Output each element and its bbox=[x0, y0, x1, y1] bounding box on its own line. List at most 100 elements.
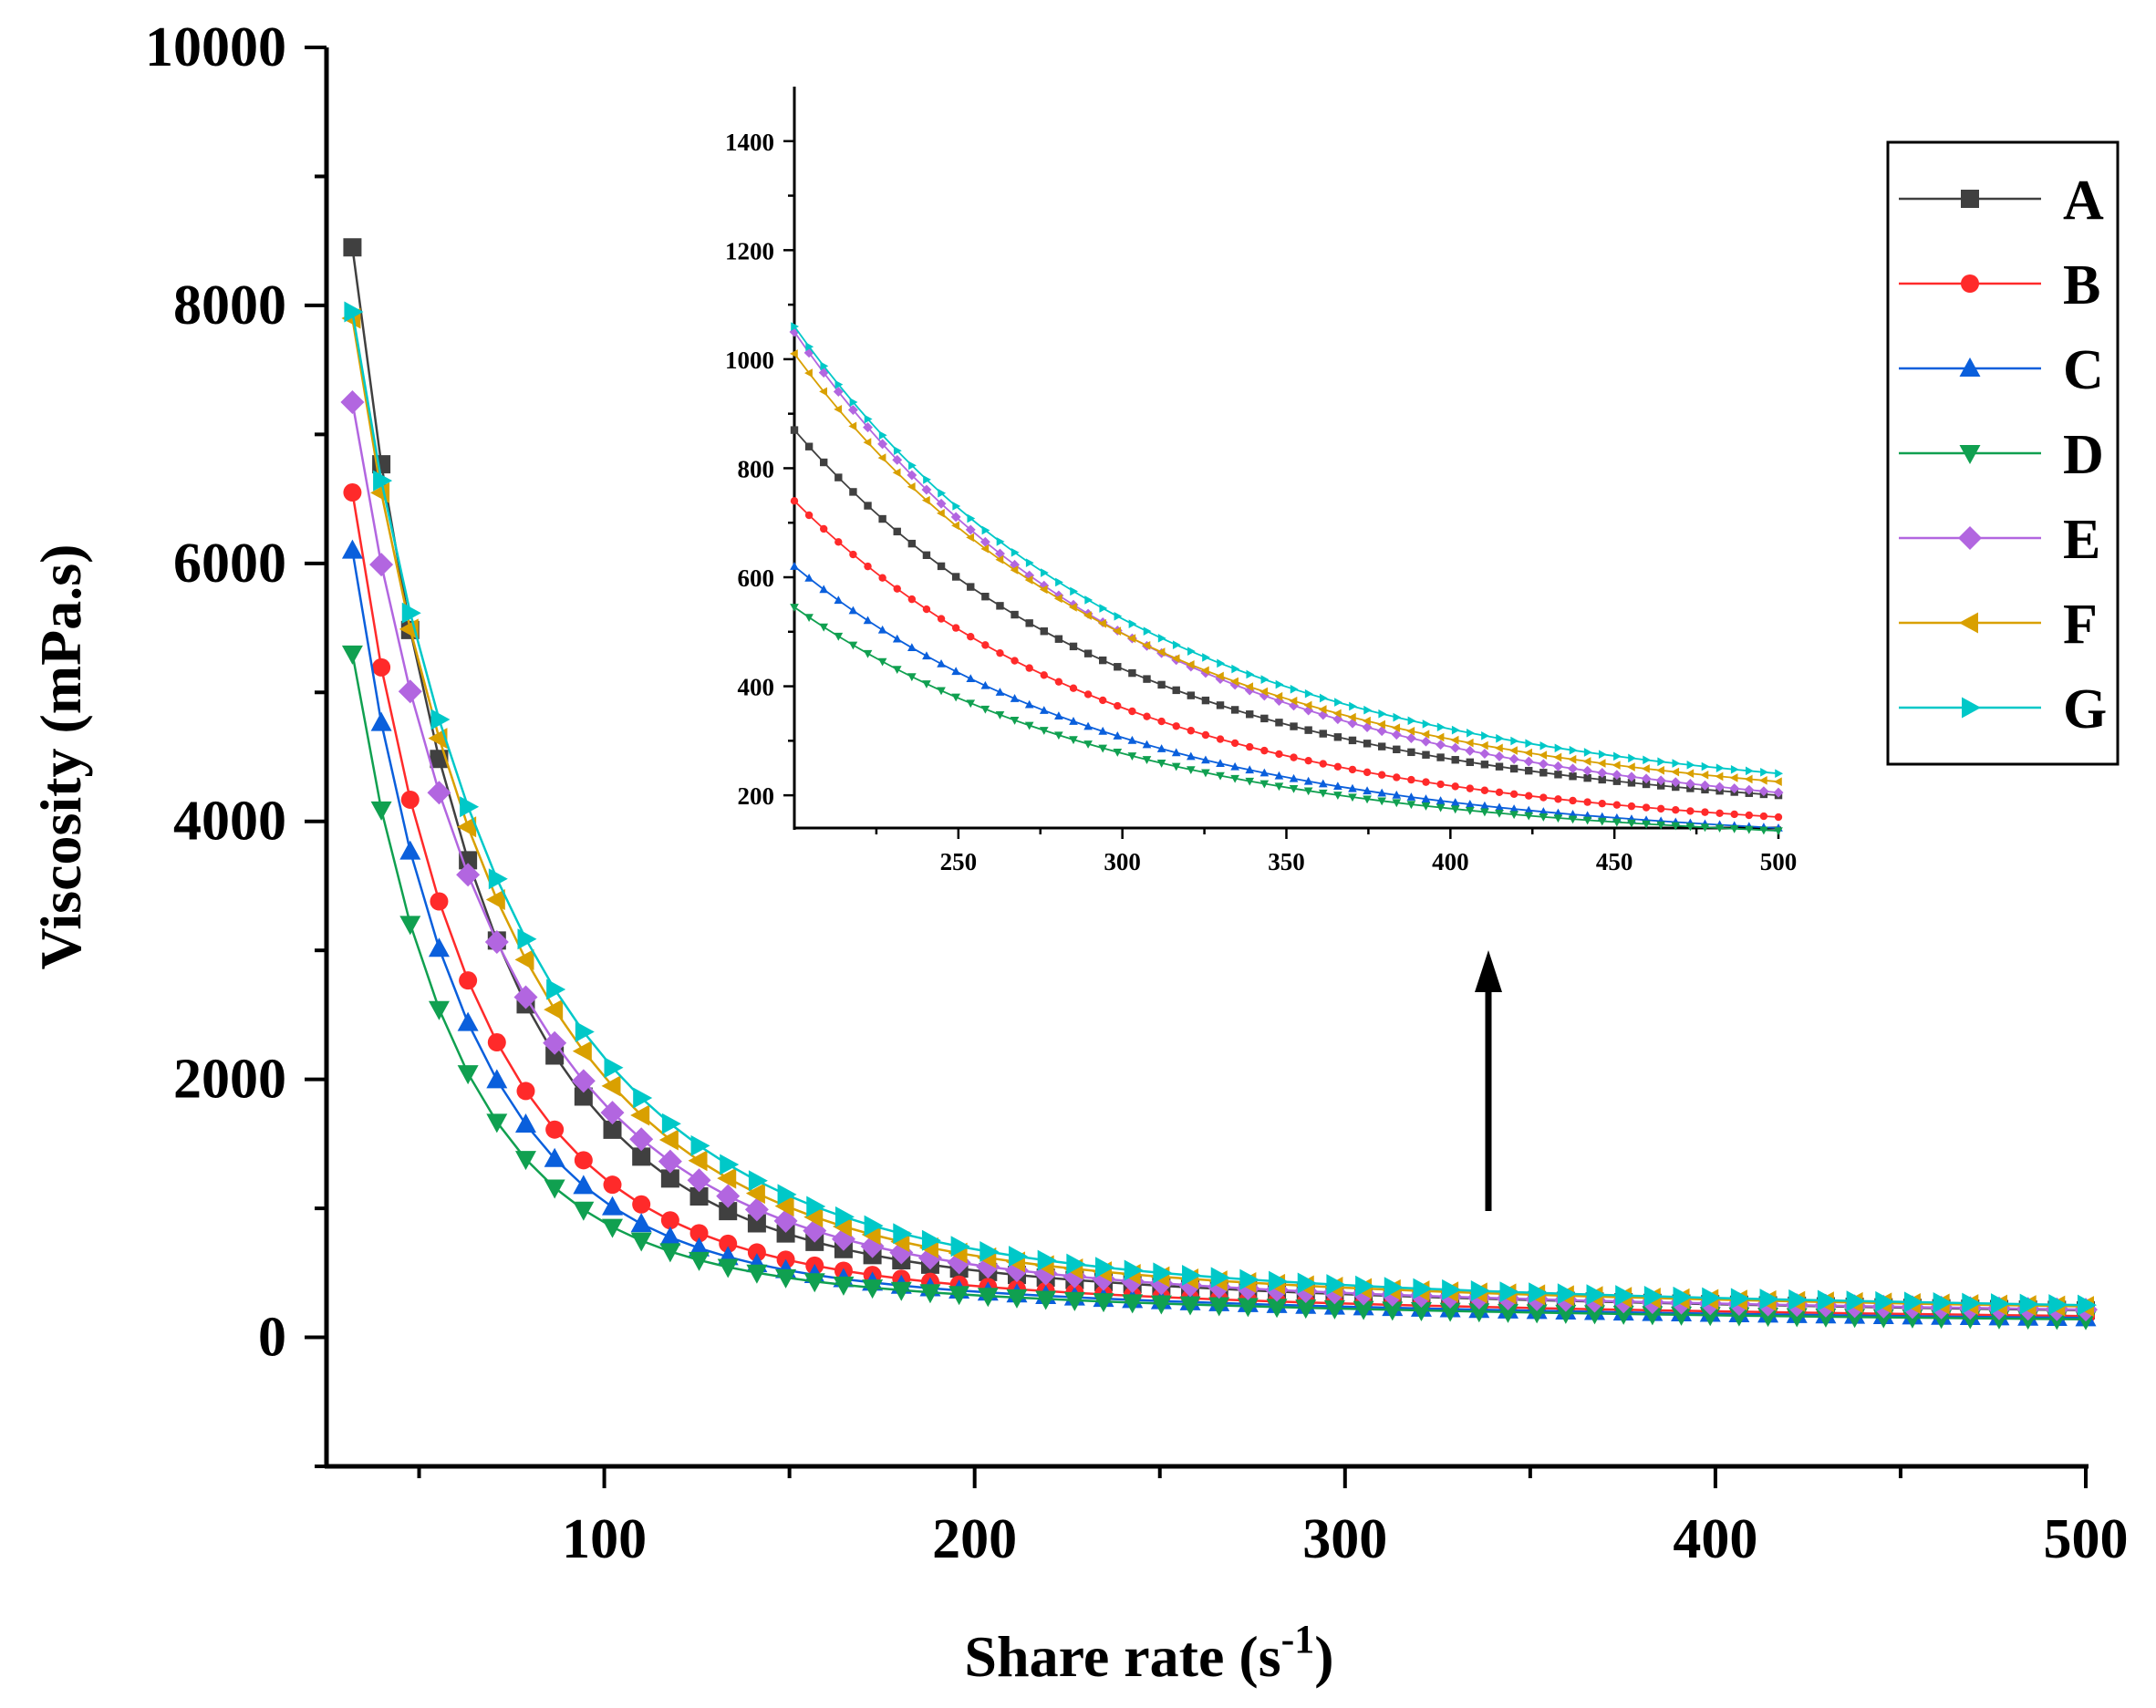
x-tick-label: 500 bbox=[2044, 1508, 2129, 1570]
inset-data-point-C bbox=[1039, 706, 1049, 714]
inset-data-point-A bbox=[1407, 748, 1415, 757]
data-point-D bbox=[1353, 1300, 1374, 1320]
inset-data-point-G bbox=[1231, 664, 1240, 674]
legend-label-B: B bbox=[2063, 254, 2100, 316]
inset-data-point-A bbox=[820, 458, 828, 467]
data-point-C bbox=[689, 1237, 710, 1257]
inset-y-tick-label: 600 bbox=[738, 564, 775, 592]
inset-data-point-D bbox=[1480, 808, 1489, 817]
data-point-G bbox=[980, 1241, 1000, 1263]
inset-data-point-B bbox=[1569, 796, 1577, 805]
inset-data-point-B bbox=[1201, 730, 1210, 740]
inset-data-point-D bbox=[1039, 727, 1049, 735]
inset-data-point-B bbox=[922, 605, 931, 614]
inset-data-point-D bbox=[1729, 824, 1739, 833]
inset-data-point-C bbox=[1450, 798, 1460, 806]
inset-data-point-G bbox=[1510, 736, 1519, 746]
data-point-G bbox=[661, 1113, 681, 1134]
inset-data-point-G bbox=[834, 379, 844, 389]
data-point-C bbox=[602, 1196, 624, 1216]
data-point-F bbox=[832, 1216, 852, 1237]
inset-data-point-D bbox=[1363, 795, 1372, 804]
inset-data-point-A bbox=[1525, 766, 1533, 775]
inset-data-point-F bbox=[1758, 775, 1767, 785]
inset-data-point-B bbox=[937, 615, 946, 623]
inset-data-point-G bbox=[1025, 558, 1034, 567]
inset-data-point-C bbox=[1024, 699, 1034, 709]
data-point-D bbox=[1439, 1302, 1461, 1322]
y-tick-label: 6000 bbox=[173, 533, 286, 595]
inset-data-point-F bbox=[1626, 762, 1635, 771]
inset-data-point-E bbox=[1421, 736, 1431, 747]
data-point-G bbox=[2048, 1294, 2068, 1316]
data-point-E bbox=[600, 1101, 625, 1125]
inset-data-point-E bbox=[1670, 777, 1681, 788]
inset-data-point-B bbox=[1598, 799, 1606, 808]
inset-data-point-B bbox=[1774, 813, 1783, 822]
inset-data-point-F bbox=[1553, 752, 1562, 762]
data-point-B bbox=[430, 892, 449, 911]
inset-data-point-F bbox=[951, 521, 959, 531]
inset-data-point-D bbox=[1597, 817, 1607, 826]
inset-data-point-E bbox=[833, 387, 844, 398]
inset-data-point-E bbox=[1376, 726, 1387, 737]
inset-data-point-F bbox=[819, 387, 827, 397]
inset-data-point-G bbox=[996, 537, 1005, 546]
inset-chart: 250 300 350 400 450 500 200 400 600 800 1000 1200 14… bbox=[725, 87, 1797, 875]
inset-data-point-E bbox=[1273, 696, 1284, 706]
data-point-F bbox=[745, 1183, 765, 1205]
data-point-E bbox=[427, 781, 451, 805]
inset-data-point-G bbox=[1407, 716, 1416, 726]
inset-data-point-F bbox=[1318, 705, 1327, 714]
data-point-G bbox=[1210, 1267, 1230, 1289]
inset-data-point-B bbox=[864, 562, 872, 571]
inset-data-point-E bbox=[1318, 709, 1329, 720]
data-point-G bbox=[777, 1184, 797, 1206]
inset-data-point-G bbox=[1349, 701, 1358, 711]
inset-data-point-C bbox=[937, 658, 946, 668]
data-point-A bbox=[747, 1214, 766, 1233]
inset-data-point-B bbox=[1333, 762, 1342, 771]
inset-data-point-B bbox=[1642, 803, 1651, 812]
inset-data-point-D bbox=[1142, 756, 1152, 764]
inset-data-point-F bbox=[877, 453, 886, 462]
legend-label-F: F bbox=[2063, 594, 2098, 656]
inset-data-point-A bbox=[1569, 772, 1577, 781]
inset-data-point-A bbox=[1509, 764, 1519, 773]
legend-label-G: G bbox=[2063, 678, 2107, 740]
inset-data-point-B bbox=[907, 595, 917, 604]
inset-data-point-A bbox=[1083, 649, 1093, 657]
data-point-G bbox=[1817, 1289, 1837, 1311]
inset-data-point-E bbox=[1612, 770, 1622, 781]
inset-data-point-B bbox=[1672, 805, 1680, 814]
data-point-G bbox=[720, 1154, 740, 1175]
data-point-F bbox=[658, 1129, 679, 1151]
inset-data-point-D bbox=[1759, 826, 1768, 835]
inset-data-point-A bbox=[1451, 756, 1459, 764]
inset-data-point-B bbox=[1275, 750, 1283, 759]
inset-data-point-G bbox=[1393, 712, 1402, 722]
inset-data-point-A bbox=[893, 527, 901, 536]
inset-data-point-G bbox=[1114, 611, 1123, 621]
inset-data-point-F bbox=[1494, 743, 1503, 753]
data-point-G bbox=[806, 1196, 826, 1217]
inset-data-point-G bbox=[952, 502, 961, 511]
x-tick-label: 300 bbox=[1302, 1508, 1387, 1570]
inset-data-point-B bbox=[1525, 792, 1533, 800]
data-point-E bbox=[658, 1149, 682, 1174]
legend-marker-F bbox=[1959, 612, 1978, 634]
inset-data-point-F bbox=[1656, 765, 1664, 775]
data-point-G bbox=[546, 978, 566, 1000]
inset-data-point-F bbox=[789, 349, 798, 358]
data-point-B bbox=[545, 1120, 565, 1139]
inset-data-point-A bbox=[1583, 773, 1591, 782]
inset-data-point-B bbox=[1069, 684, 1078, 692]
data-point-D bbox=[803, 1273, 825, 1293]
inset-data-point-F bbox=[1479, 740, 1488, 750]
inset-series-A bbox=[790, 426, 1783, 800]
data-point-D bbox=[1295, 1299, 1317, 1320]
data-point-G bbox=[1903, 1291, 1923, 1313]
inset-data-point-C bbox=[863, 616, 873, 625]
